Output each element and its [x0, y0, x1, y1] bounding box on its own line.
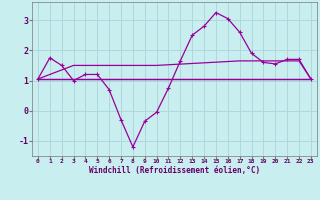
X-axis label: Windchill (Refroidissement éolien,°C): Windchill (Refroidissement éolien,°C): [89, 166, 260, 175]
